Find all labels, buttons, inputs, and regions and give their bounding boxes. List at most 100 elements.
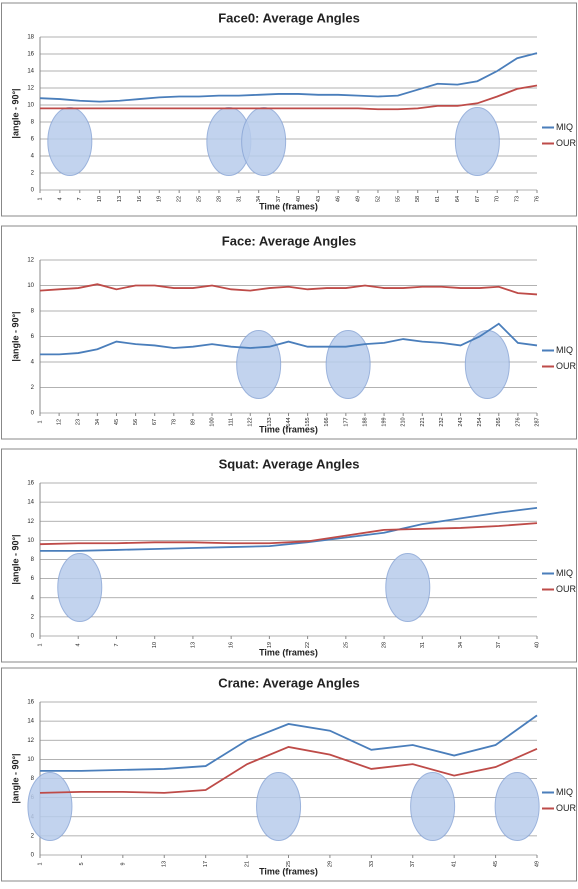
- y-tick-label: 16: [27, 700, 34, 706]
- y-tick-label: 4: [31, 154, 35, 160]
- y-tick-label: 6: [31, 334, 35, 340]
- y-tick-label: 2: [31, 171, 35, 177]
- x-tick-label: 52: [375, 196, 381, 202]
- y-tick-label: 6: [31, 576, 35, 582]
- x-tick-label: 34: [458, 642, 464, 648]
- x-tick-label: 13: [117, 196, 123, 202]
- y-tick-label: 2: [31, 385, 35, 391]
- y-tick-label: 8: [31, 309, 35, 315]
- legend-label: OUR: [556, 584, 577, 594]
- x-tick-label: 166: [324, 417, 330, 426]
- x-tick-label: 40: [534, 642, 540, 648]
- legend-label: OUR: [556, 361, 577, 371]
- y-tick-label: 2: [31, 833, 35, 839]
- model-render: [257, 773, 301, 841]
- x-tick-label: 100: [209, 417, 215, 426]
- x-tick-label: 89: [190, 419, 196, 425]
- y-tick-label: 16: [27, 52, 34, 58]
- y-axis-label: |angle - 90°|: [10, 311, 20, 361]
- x-tick-label: 76: [534, 196, 540, 202]
- x-tick-label: 276: [515, 417, 521, 426]
- x-tick-label: 31: [420, 642, 426, 648]
- y-tick-label: 0: [31, 411, 35, 417]
- x-tick-label: 25: [343, 642, 349, 648]
- model-render: [237, 331, 281, 399]
- model-render: [242, 108, 286, 176]
- x-tick-label: 29: [327, 861, 333, 867]
- x-tick-label: 17: [203, 861, 209, 867]
- x-tick-label: 61: [435, 196, 441, 202]
- y-axis-label: |angle - 90°|: [10, 88, 20, 138]
- y-tick-label: 4: [31, 595, 35, 601]
- x-tick-label: 23: [76, 419, 82, 425]
- x-tick-label: 22: [177, 196, 183, 202]
- x-axis-label: Time (frames): [259, 201, 318, 211]
- x-tick-label: 49: [356, 196, 362, 202]
- model-render: [495, 773, 539, 841]
- y-tick-label: 14: [27, 500, 34, 506]
- x-tick-label: 13: [162, 861, 168, 867]
- x-tick-label: 55: [395, 196, 401, 202]
- series-line: [40, 85, 537, 109]
- x-tick-label: 232: [439, 417, 445, 426]
- y-tick-label: 6: [31, 137, 35, 143]
- y-tick-label: 2: [31, 614, 35, 620]
- chart-title: Face: Average Angles: [222, 233, 356, 248]
- x-tick-label: 10: [152, 642, 158, 648]
- legend-label: OUR: [556, 803, 577, 813]
- x-tick-label: 122: [248, 417, 254, 426]
- x-tick-label: 58: [415, 196, 421, 202]
- y-tick-label: 0: [31, 188, 35, 194]
- legend-label: MIQ: [556, 787, 573, 797]
- y-axis-label: |angle - 90°|: [10, 534, 20, 584]
- y-tick-label: 14: [27, 719, 34, 725]
- x-tick-label: 210: [401, 417, 407, 426]
- x-tick-label: 1: [37, 862, 43, 865]
- y-tick-label: 14: [27, 69, 34, 75]
- y-tick-label: 0: [31, 634, 35, 640]
- x-tick-label: 28: [216, 196, 222, 202]
- x-tick-label: 287: [534, 417, 540, 426]
- x-tick-label: 1: [37, 643, 43, 646]
- x-tick-label: 5: [79, 862, 85, 865]
- chart-title: Face0: Average Angles: [218, 10, 360, 25]
- y-tick-label: 10: [27, 103, 34, 109]
- x-tick-label: 221: [420, 417, 426, 426]
- model-render: [48, 108, 92, 176]
- y-tick-label: 8: [31, 120, 35, 126]
- y-tick-label: 12: [27, 86, 34, 92]
- x-tick-label: 31: [236, 196, 242, 202]
- model-render: [28, 773, 72, 841]
- x-tick-label: 37: [410, 861, 416, 867]
- y-tick-label: 12: [27, 519, 34, 525]
- x-tick-label: 21: [245, 861, 251, 867]
- series-line: [40, 53, 537, 101]
- x-tick-label: 70: [495, 196, 501, 202]
- y-tick-label: 12: [27, 258, 34, 264]
- x-tick-label: 12: [57, 419, 63, 425]
- model-render: [411, 773, 455, 841]
- model-render: [58, 554, 102, 622]
- y-tick-label: 12: [27, 738, 34, 744]
- x-tick-label: 199: [382, 417, 388, 426]
- series-line: [40, 508, 537, 551]
- x-tick-label: 45: [114, 419, 120, 425]
- x-tick-label: 177: [343, 417, 349, 426]
- x-tick-label: 1: [37, 420, 43, 423]
- y-tick-label: 8: [31, 557, 35, 563]
- model-render: [326, 331, 370, 399]
- x-tick-label: 25: [196, 196, 202, 202]
- legend-label: OUR: [556, 138, 577, 148]
- x-tick-label: 37: [496, 642, 502, 648]
- series-line: [40, 523, 537, 544]
- legend-label: MIQ: [556, 122, 573, 132]
- x-tick-label: 243: [458, 417, 464, 426]
- x-tick-label: 67: [152, 419, 158, 425]
- x-tick-label: 28: [382, 642, 388, 648]
- y-axis-label: |angle - 90°|: [10, 753, 20, 803]
- x-axis-label: Time (frames): [259, 866, 318, 876]
- x-tick-label: 9: [120, 862, 126, 865]
- x-tick-label: 4: [57, 197, 63, 200]
- panel-border: [2, 668, 577, 881]
- x-tick-label: 4: [76, 643, 82, 646]
